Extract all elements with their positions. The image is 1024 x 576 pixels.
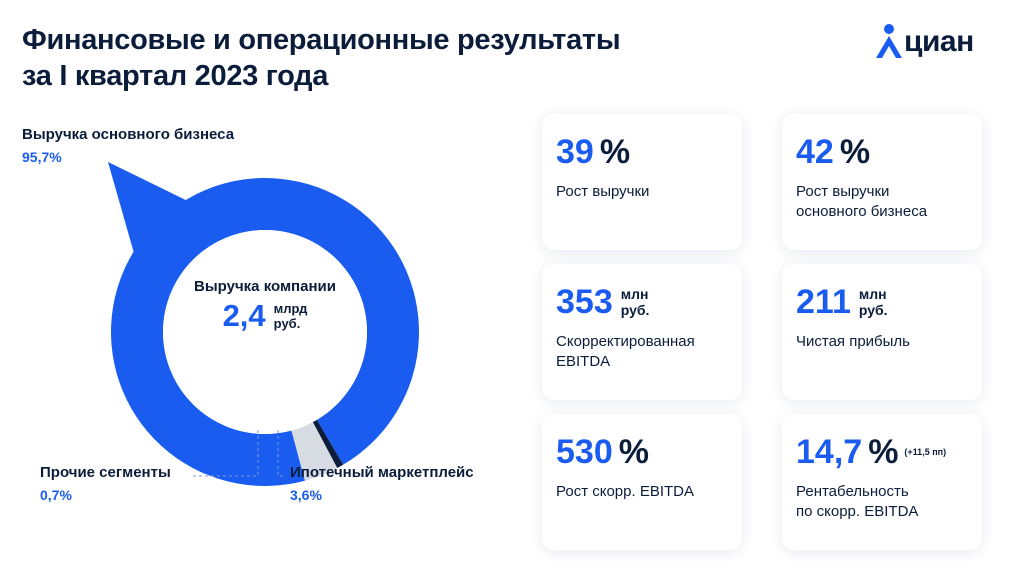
slice-mortgage-marketplace xyxy=(291,422,338,481)
cian-logo: циан xyxy=(872,20,992,64)
center-label: Выручка компании xyxy=(194,278,336,295)
kpi-description-line-2: по скорр. EBITDA xyxy=(796,503,919,520)
page-title-line-1: Финансовые и операционные результаты xyxy=(22,24,621,56)
other-segments-value: 0,7% xyxy=(40,487,72,503)
other-segments-name: Прочие сегменты xyxy=(40,464,171,481)
core-business-label: Выручка основного бизнеса 95,7% xyxy=(22,126,234,166)
kpi-card-net-profit: 211 млн руб. Чистая прибыль xyxy=(782,264,982,400)
kpi-value: 42 xyxy=(796,133,834,171)
kpi-description-line-2: основного бизнеса xyxy=(796,203,928,220)
kpi-description-line-2: EBITDA xyxy=(556,353,611,370)
kpi-percent-sign: % xyxy=(599,133,631,171)
kpi-card-adjusted-ebitda: 353 млн руб. Скорректированная EBITDA xyxy=(542,264,742,400)
core-business-value: 95,7% xyxy=(22,149,62,165)
center-unit: млрд руб. xyxy=(274,301,308,331)
other-segments-label: Прочие сегменты 0,7% xyxy=(40,464,171,504)
core-business-callout-pointer xyxy=(108,162,190,257)
donut-svg xyxy=(108,162,420,486)
kpi-card-core-revenue-growth: 42% Рост выручки основного бизнеса xyxy=(782,114,982,250)
other-segments-leader-line xyxy=(192,430,259,477)
center-unit-line-1: млрд xyxy=(273,301,308,316)
kpi-unit-line-1: млн xyxy=(858,286,887,302)
kpi-unit-line-2: руб. xyxy=(858,302,888,318)
kpi-card-ebitda-margin: 14,7% (+11,5 пп) Рентабельность по скорр… xyxy=(782,414,982,550)
kpi-value: 14,7 xyxy=(796,433,863,471)
kpi-card-revenue-growth: 39% Рост выручки xyxy=(542,114,742,250)
page-title: Финансовые и операционные результаты за … xyxy=(22,22,621,94)
donut-center-text: Выручка компании 2,4 млрд руб. xyxy=(140,277,390,333)
cian-pin-icon xyxy=(876,24,902,58)
page-title-line-2: за I квартал 2023 года xyxy=(22,60,329,92)
kpi-value: 211 xyxy=(796,283,851,321)
mortgage-name: Ипотечный маркетплейс xyxy=(290,464,474,481)
kpi-note: (+11,5 пп) xyxy=(904,447,947,457)
kpi-value: 353 xyxy=(556,283,613,321)
kpi-value: 39 xyxy=(556,133,594,171)
donut-hole xyxy=(163,230,367,434)
slice-other-segments xyxy=(312,419,344,468)
mortgage-value: 3,6% xyxy=(290,487,322,503)
kpi-card-adjusted-ebitda-growth: 530% Рост скорр. EBITDA xyxy=(542,414,742,550)
kpi-unit-line-1: млн xyxy=(620,286,649,302)
kpi-description-line-1: Рост выручки xyxy=(556,183,650,200)
kpi-description-line-1: Рост скорр. EBITDA xyxy=(556,483,694,500)
kpi-value: 530 xyxy=(556,433,613,471)
kpi-percent-sign: % xyxy=(839,133,871,171)
revenue-donut-chart: Выручка основного бизнеса 95,7% Прочие с… xyxy=(0,100,540,576)
kpi-description-line-1: Чистая прибыль xyxy=(796,333,910,350)
kpi-unit: млн руб. xyxy=(621,286,650,318)
mortgage-label: Ипотечный маркетплейс 3,6% xyxy=(290,464,474,504)
kpi-unit: млн руб. xyxy=(859,286,888,318)
kpi-percent-sign: % xyxy=(618,433,649,471)
core-business-name: Выручка основного бизнеса xyxy=(22,126,235,143)
kpi-description-line-1: Рост выручки xyxy=(796,183,890,200)
logo-text: циан xyxy=(904,25,974,58)
kpi-description-line-1: Рентабельность xyxy=(796,483,909,500)
center-unit-line-2: руб. xyxy=(273,316,301,331)
center-value: 2,4 xyxy=(222,298,266,333)
kpi-description-line-1: Скорректированная xyxy=(556,333,695,350)
kpi-percent-sign: % xyxy=(868,433,899,471)
slice-core-business xyxy=(111,177,420,486)
kpi-unit-line-2: руб. xyxy=(620,302,650,318)
